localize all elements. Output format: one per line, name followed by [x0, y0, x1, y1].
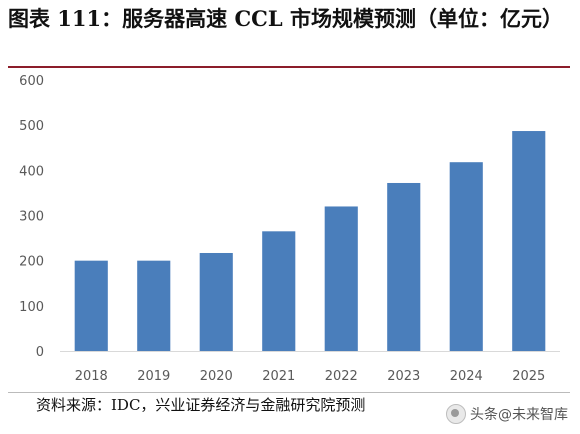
bar-2020 — [199, 252, 233, 351]
y-tick-label: 100 — [19, 300, 44, 315]
y-tick-label: 600 — [19, 74, 44, 89]
source-note: 资料来源：IDC，兴业证券经济与金融研究院预测 — [36, 396, 366, 414]
watermark-logo-icon — [446, 404, 466, 424]
bar-series — [74, 131, 546, 351]
bar-2023 — [387, 182, 421, 351]
x-axis: 2018 2019 2020 2021 2022 2023 2024 2025 — [75, 369, 546, 384]
y-tick-label: 200 — [19, 255, 44, 270]
title-divider — [8, 66, 570, 68]
y-tick-label: 300 — [19, 210, 44, 225]
x-tick-label: 2019 — [137, 369, 170, 384]
x-tick-label: 2025 — [512, 369, 545, 384]
y-tick-label: 400 — [19, 164, 44, 179]
bar-2025 — [512, 131, 546, 351]
watermark: 头条@未来智库 — [446, 404, 568, 424]
x-tick-label: 2021 — [262, 369, 295, 384]
y-axis: 0 100 200 300 400 500 600 — [19, 74, 44, 360]
bar-chart: 0 100 200 300 400 500 600 2018 2019 2020 2021 2022… — [19, 74, 560, 384]
x-tick-label: 2022 — [325, 369, 358, 384]
x-tick-label: 2018 — [75, 369, 108, 384]
watermark-text: 头条@未来智库 — [470, 407, 568, 423]
y-tick-label: 500 — [19, 119, 44, 134]
bar-2024 — [449, 162, 483, 351]
bar-2018 — [74, 260, 108, 351]
bar-2022 — [324, 206, 358, 351]
x-tick-label: 2023 — [387, 369, 420, 384]
source-divider — [8, 392, 570, 393]
x-tick-label: 2024 — [450, 369, 483, 384]
x-tick-label: 2020 — [200, 369, 233, 384]
bar-2021 — [262, 231, 296, 351]
chart-title: 图表 111：服务器高速 CCL 市场规模预测（单位：亿元） — [8, 6, 563, 31]
y-tick-label: 0 — [36, 345, 44, 360]
bar-2019 — [137, 260, 171, 351]
